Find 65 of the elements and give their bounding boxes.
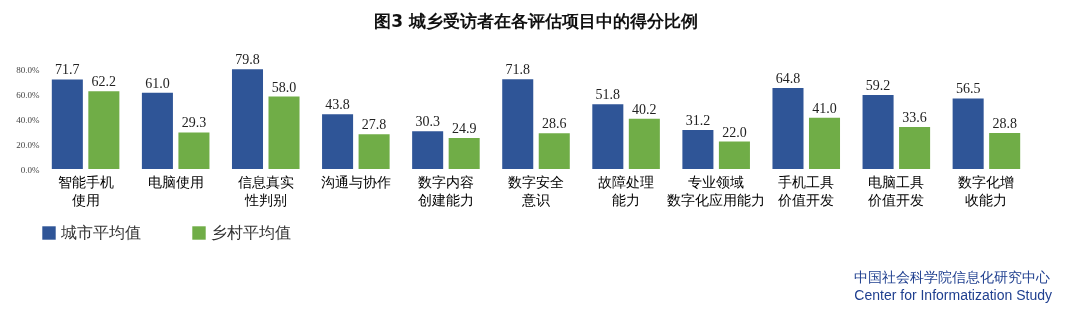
x-tick-label: 沟通与协作 [320,173,391,190]
x-tick-label: 数字安全意识 [508,173,564,208]
bar [88,91,120,169]
bar [538,133,570,169]
bar [178,132,210,169]
bar [268,96,300,169]
legend-label: 乡村平均值 [211,223,291,242]
bar [322,114,354,169]
bar [448,137,480,169]
bar [592,104,624,169]
bar [502,79,534,169]
bar [952,98,984,169]
bar [808,117,841,169]
x-tick-label: 手机工具价值开发 [777,173,835,208]
data-label: 71.8 [505,62,530,78]
data-label: 33.6 [902,110,927,125]
x-tick-label: 电脑使用 [147,173,204,190]
bar [772,88,804,169]
data-label: 28.8 [992,116,1017,131]
x-tick-label: 智能手机使用 [57,173,114,208]
data-label: 40.2 [632,101,657,117]
x-tick-label: 电脑工具价值开发 [867,173,925,208]
bar [412,131,444,169]
bar [718,141,750,169]
bar [51,79,83,169]
data-label: 31.2 [685,113,711,128]
data-label: 56.5 [955,81,981,97]
bar [862,95,894,169]
data-label: 58.0 [271,79,297,95]
data-label: 30.3 [415,114,440,130]
data-label: 29.3 [181,115,207,131]
data-label: 79.8 [235,52,260,68]
data-label: 51.8 [595,87,621,103]
text: 中国社会科学院信息化研究中心 [854,268,1052,286]
data-label: 62.2 [91,74,117,90]
bar [358,134,390,169]
data-label: 22.0 [722,124,747,140]
x-tick-label: 专业领域数字化应用能力 [667,173,766,208]
bar [899,127,931,169]
y-tick-label: 20.0% [16,139,40,150]
data-label: 71.7 [55,62,80,78]
x-tick-label: 数字内容创建能力 [417,173,474,208]
data-label: 43.8 [325,97,350,113]
bar [682,130,714,169]
data-label: 61.0 [145,75,170,91]
x-tick-label: 信息真实性判别 [237,173,294,208]
data-label: 27.8 [361,117,387,133]
y-tick-label: 60.0% [16,89,40,100]
y-tick-label: 40.0% [16,114,40,125]
legend-label: 城市平均值 [60,223,141,242]
data-label: 41.0 [812,100,837,116]
y-tick-label: 0.0% [20,164,40,175]
x-tick-label: 故障处理能力 [598,173,655,208]
text: Center for Informatization Study [854,286,1052,304]
y-tick-label: 80.0% [16,64,40,75]
data-label: 24.9 [451,120,477,136]
data-label: 64.8 [775,71,801,86]
bar [231,69,264,169]
data-label: 59.2 [865,78,891,93]
x-tick-label: 数字化增收能力 [958,173,1015,208]
data-label: 28.6 [542,116,567,132]
chart-title: 图3 城乡受访者在各评估项目中的得分比例 [374,11,698,32]
bar [989,133,1021,169]
bar [141,92,173,169]
bar [628,118,660,169]
